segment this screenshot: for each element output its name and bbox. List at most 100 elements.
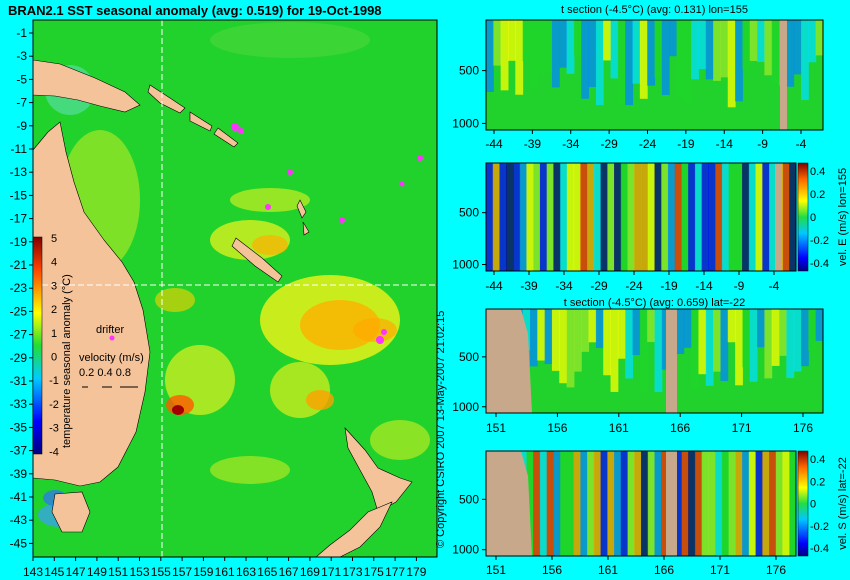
section-land-column <box>775 163 782 271</box>
section-cell <box>553 163 561 271</box>
colorbar-tick-label: 3 <box>51 280 57 292</box>
section-cell <box>573 20 582 56</box>
section-cell <box>627 163 635 271</box>
section-cell <box>566 309 575 388</box>
section-cell <box>537 309 546 361</box>
section-cell <box>588 20 597 88</box>
section-cell <box>492 163 500 271</box>
section-cell <box>661 451 669 556</box>
section-cell <box>701 163 709 271</box>
section-cell <box>526 163 534 271</box>
section-cell <box>742 309 751 368</box>
section-cell <box>614 163 622 271</box>
lon-tick-label: 147 <box>66 565 86 579</box>
lat-tick-label: -29 <box>10 351 28 365</box>
section-cell <box>639 309 648 392</box>
x-tick-label: 166 <box>654 563 674 577</box>
lat-tick-label: -17 <box>10 212 28 226</box>
section-cell <box>544 309 553 365</box>
x-tick-label: -29 <box>600 137 618 151</box>
section-cell <box>749 20 758 61</box>
panel-colorbar <box>797 162 809 272</box>
colorbar-tick-label: -4 <box>49 446 59 458</box>
section-cell <box>654 309 663 393</box>
section-cell <box>588 309 597 343</box>
section-cell <box>757 20 765 63</box>
section-cell <box>627 451 635 556</box>
section-cell <box>566 163 575 271</box>
section-cell <box>546 163 554 271</box>
lon-tick-label: 153 <box>129 565 149 579</box>
lat-tick-label: -31 <box>10 374 28 388</box>
section-cell <box>581 309 590 352</box>
copyright-credit: © Copyright CSIRO 2007 13-May-2007 21:02… <box>435 311 447 548</box>
section-cell <box>771 309 780 366</box>
section-cell <box>789 163 797 271</box>
lat-tick-label: -25 <box>10 304 28 318</box>
section-cell <box>610 309 619 392</box>
section-cell <box>607 451 615 556</box>
x-tick-label: 176 <box>766 563 786 577</box>
section-cell <box>789 451 797 556</box>
map-colorbar <box>32 236 43 455</box>
section-cell <box>539 163 548 271</box>
section-cell <box>764 309 773 379</box>
section-cell <box>674 451 682 556</box>
lat-tick-label: -41 <box>10 490 28 504</box>
new-caledonia-land <box>231 237 283 283</box>
section-cell <box>647 309 655 343</box>
lat-tick-label: -37 <box>10 444 28 458</box>
section-cell <box>486 163 494 271</box>
section-cell <box>620 163 629 271</box>
section-cell <box>625 309 634 379</box>
section-cell <box>694 163 703 271</box>
lat-tick-label: -39 <box>10 467 28 481</box>
colorbar-tick-label: 0.4 <box>810 166 825 178</box>
section-cell <box>705 20 714 80</box>
section-cell <box>560 451 568 556</box>
colorbar-tick-label: -2 <box>49 399 59 411</box>
y-tick-label: 1000 <box>452 258 479 272</box>
colorbar-tick-label: -0.2 <box>810 235 829 247</box>
section-cell <box>815 20 824 56</box>
section-cell <box>560 163 568 271</box>
colorbar-tick-label: -0.4 <box>810 543 829 555</box>
panel-title: t section (-4.5°C) (avg: 0.659) lat=-22 <box>564 297 745 309</box>
section-cell <box>617 20 626 106</box>
section-cell <box>705 309 714 386</box>
lat-tick-label: -45 <box>10 536 28 550</box>
section-cell <box>694 451 703 556</box>
section-cell <box>715 451 723 556</box>
x-tick-label: 161 <box>598 563 618 577</box>
latitude-ticks: -1 -3 -5 -7 -9 -11 -13 -15 -17 -19 -21 -23 -25 -27 -29… <box>10 26 33 550</box>
section-cell <box>647 20 655 86</box>
section-cell <box>782 451 790 556</box>
section-cell <box>603 20 612 61</box>
colorbar-tick-label: 4 <box>51 257 57 269</box>
drifter-markers <box>109 123 423 344</box>
panel-temp-lon: t section (-4.5°C) (avg: 0.131) lon=155 5… <box>452 4 824 151</box>
x-tick-label: -9 <box>757 137 768 151</box>
section-cell <box>507 20 516 61</box>
section-cell <box>667 163 676 271</box>
x-tick-label: -29 <box>590 279 608 293</box>
section-cell <box>617 309 626 359</box>
colorbar-tick-label: -0.4 <box>810 258 829 270</box>
section-cell <box>546 451 554 556</box>
x-tick-label: -44 <box>485 279 503 293</box>
section-cell <box>681 451 689 556</box>
section-cell <box>573 309 582 372</box>
panel-colorbar-label: vel. S (m/s) lat=-22 <box>837 457 849 550</box>
section-cell <box>603 309 612 376</box>
colorbar-tick-label: 0 <box>810 499 816 511</box>
y-tick-label: 500 <box>459 64 479 78</box>
x-tick-label: 166 <box>670 421 690 435</box>
x-tick-label: 161 <box>609 421 629 435</box>
land-masses <box>33 59 413 557</box>
section-cell <box>721 451 730 556</box>
x-tick-label: 151 <box>486 563 506 577</box>
section-cell <box>614 451 622 556</box>
lon-tick-label: 143 <box>23 565 43 579</box>
section-cell <box>587 163 595 271</box>
